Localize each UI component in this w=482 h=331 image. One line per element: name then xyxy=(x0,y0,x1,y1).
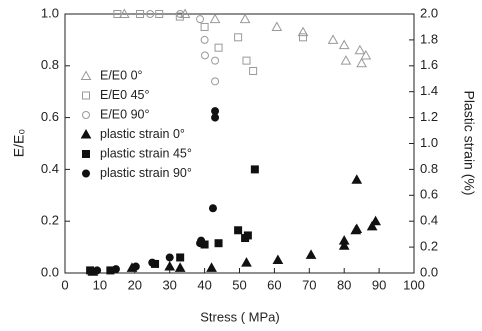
triangle-marker xyxy=(338,240,350,250)
legend-label: plastic strain 45° xyxy=(100,146,192,160)
triangle-marker xyxy=(338,39,350,50)
y-tick-label: 0.8 xyxy=(41,57,59,72)
square-marker xyxy=(234,33,243,42)
y2-tick-label: 1.4 xyxy=(420,83,438,98)
y-tick-label: 0.2 xyxy=(41,213,59,228)
circle-marker xyxy=(208,204,217,213)
square-marker xyxy=(155,10,164,18)
circle-marker xyxy=(165,253,174,262)
square-marker xyxy=(214,43,223,52)
circle-marker xyxy=(148,258,157,267)
triangle-marker xyxy=(327,34,339,44)
x-tick-label: 40 xyxy=(197,277,211,292)
y2-tick-label: 1.2 xyxy=(420,109,438,124)
y2-tick-label: 0.4 xyxy=(420,213,438,228)
square-marker xyxy=(250,165,259,174)
x-tick-label: 30 xyxy=(162,277,176,292)
circle-marker xyxy=(211,56,220,65)
legend-marker xyxy=(82,91,90,100)
x-tick-label: 10 xyxy=(93,277,107,292)
square-marker xyxy=(249,66,258,75)
y-tick-label: 0.6 xyxy=(41,109,59,124)
circle-marker xyxy=(196,15,205,24)
y2-tick-label: 1.0 xyxy=(420,135,438,150)
square-marker xyxy=(175,12,184,21)
legend-label: E/E0 0° xyxy=(100,68,143,82)
y2-tick-label: 0.2 xyxy=(420,239,438,254)
x-tick-label: 50 xyxy=(232,277,246,292)
circle-marker xyxy=(111,265,120,274)
square-marker xyxy=(136,10,145,18)
y-tick-label: 0.4 xyxy=(41,161,59,176)
triangle-marker xyxy=(118,8,130,18)
circle-marker xyxy=(211,77,220,86)
triangle-marker xyxy=(351,174,363,184)
y2-tick-label: 1.6 xyxy=(420,57,438,72)
circle-marker xyxy=(197,236,206,245)
square-marker xyxy=(200,22,209,31)
legend-label: E/E0 90° xyxy=(100,107,149,121)
triangle-marker xyxy=(340,55,352,65)
legend-label: E/E0 45° xyxy=(100,88,149,102)
y2-axis-title: Plastic strain (%) xyxy=(461,90,477,195)
square-marker xyxy=(86,266,95,275)
triangle-marker xyxy=(354,44,366,55)
legend-marker xyxy=(82,111,90,119)
triangle-marker xyxy=(164,261,176,271)
legend-marker xyxy=(82,150,90,158)
x-tick-label: 0 xyxy=(61,277,68,292)
triangle-marker xyxy=(297,26,309,37)
triangle-marker xyxy=(174,262,186,272)
triangle-marker xyxy=(305,249,317,259)
x-tick-label: 70 xyxy=(302,277,316,292)
x-tick-label: 80 xyxy=(337,277,351,292)
circle-marker xyxy=(93,266,102,275)
x-tick-label: 90 xyxy=(372,277,386,292)
circle-marker xyxy=(200,35,209,44)
square-marker xyxy=(242,56,251,65)
legend-marker xyxy=(82,169,90,178)
triangle-marker xyxy=(206,262,217,272)
y2-tick-label: 2.0 xyxy=(420,5,438,20)
circle-marker xyxy=(176,10,185,18)
circle-marker xyxy=(146,10,155,18)
triangle-marker xyxy=(356,57,368,68)
legend-marker xyxy=(80,128,92,139)
square-marker xyxy=(176,253,185,262)
x-tick-label: 100 xyxy=(403,277,425,292)
x-axis-title: Stress ( MPa) xyxy=(200,309,279,324)
x-tick-label: 20 xyxy=(128,277,142,292)
triangle-marker xyxy=(271,21,283,31)
y2-tick-label: 0.0 xyxy=(420,264,438,279)
legend-label: plastic strain 90° xyxy=(100,166,192,180)
triangle-marker xyxy=(366,220,378,231)
y-tick-label: 1.0 xyxy=(41,5,59,20)
square-marker xyxy=(243,231,252,240)
square-marker xyxy=(214,239,223,248)
circle-marker xyxy=(211,107,220,116)
triangle-marker xyxy=(209,13,221,24)
triangle-marker xyxy=(351,223,363,233)
square-marker xyxy=(299,33,308,42)
circle-marker xyxy=(131,262,140,271)
triangle-marker xyxy=(239,13,251,24)
legend-label: plastic strain 0° xyxy=(100,127,185,141)
legend-marker xyxy=(80,70,92,80)
y-tick-label: 0.0 xyxy=(41,264,59,279)
square-marker xyxy=(234,226,243,235)
triangle-marker xyxy=(370,215,381,226)
square-marker xyxy=(113,10,122,18)
y2-tick-label: 0.8 xyxy=(420,161,438,176)
circle-marker xyxy=(211,113,220,122)
triangle-marker xyxy=(272,254,284,265)
triangle-marker xyxy=(360,49,372,60)
circle-marker xyxy=(200,51,209,60)
y-axis-title: E/E₀ xyxy=(11,129,27,158)
y2-tick-label: 1.8 xyxy=(420,31,438,46)
y2-tick-label: 0.6 xyxy=(420,187,438,202)
x-tick-label: 60 xyxy=(267,277,281,292)
triangle-marker xyxy=(241,257,252,267)
